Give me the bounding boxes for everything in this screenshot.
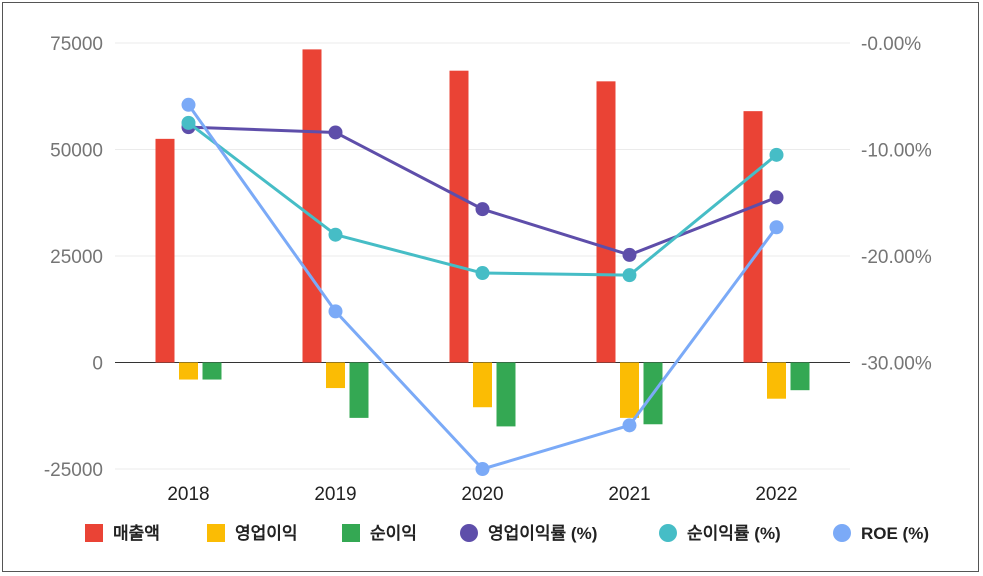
legend-swatch [207, 524, 225, 542]
legend-swatch [342, 524, 360, 542]
legend-label: 영업이익 [235, 524, 298, 543]
bar [202, 362, 222, 380]
legend-label: 영업이익률 (%) [488, 524, 597, 543]
bar [155, 138, 175, 363]
bar [743, 111, 763, 363]
data-point [475, 202, 490, 217]
left-tick-label: 75000 [50, 34, 103, 55]
legend-marker [659, 524, 677, 542]
legend: 매출액 영업이익 순이익 영업이익률 (%) 순이익률 (%) ROE (%) [85, 524, 929, 543]
right-tick-label: -20.00% [861, 247, 932, 268]
data-point [328, 227, 343, 242]
x-axis: 2018 2019 2020 2021 2022 [167, 484, 797, 505]
right-tick-label: -10.00% [861, 141, 932, 162]
bar [496, 362, 516, 427]
bar [449, 70, 469, 363]
legend-swatch [85, 524, 103, 542]
x-tick-label: 2020 [461, 484, 503, 505]
bar [767, 362, 786, 399]
data-point [769, 190, 784, 205]
data-point [622, 247, 637, 262]
legend-label: 순이익 [370, 524, 417, 543]
x-tick-label: 2021 [608, 484, 650, 505]
bar-series [155, 49, 810, 427]
bar [473, 362, 492, 408]
bar [790, 362, 810, 391]
bar [620, 362, 639, 418]
left-tick-label: 0 [92, 354, 103, 375]
data-point [328, 125, 343, 140]
left-tick-label: 50000 [50, 141, 103, 162]
x-tick-label: 2019 [314, 484, 356, 505]
data-point [328, 304, 343, 319]
bar [349, 362, 369, 418]
x-tick-label: 2022 [755, 484, 797, 505]
x-tick-label: 2018 [167, 484, 209, 505]
legend-label: ROE (%) [861, 524, 929, 543]
bar [326, 362, 345, 389]
data-point [622, 268, 637, 283]
series-line [187, 103, 778, 471]
data-point [181, 115, 196, 130]
right-tick-label: -30.00% [861, 354, 932, 375]
right-axis: -0.00% -10.00% -20.00% -30.00% [861, 34, 932, 375]
data-point [622, 418, 637, 433]
data-point [475, 462, 490, 476]
data-point [475, 266, 490, 281]
bar [179, 362, 198, 380]
legend-label: 매출액 [113, 524, 160, 543]
data-point [769, 220, 784, 235]
bar [596, 81, 616, 363]
data-point [181, 97, 196, 112]
series-line [187, 121, 778, 277]
left-tick-label: 25000 [50, 247, 103, 268]
legend-label: 순이익률 (%) [687, 524, 781, 543]
left-tick-label: -25000 [44, 460, 103, 481]
line-series [181, 97, 784, 476]
legend-marker [833, 524, 851, 542]
bar [302, 49, 322, 363]
left-axis: 75000 50000 25000 0 -25000 [44, 34, 103, 481]
data-point [769, 147, 784, 162]
right-tick-label: -0.00% [861, 34, 921, 55]
legend-marker [460, 524, 478, 542]
